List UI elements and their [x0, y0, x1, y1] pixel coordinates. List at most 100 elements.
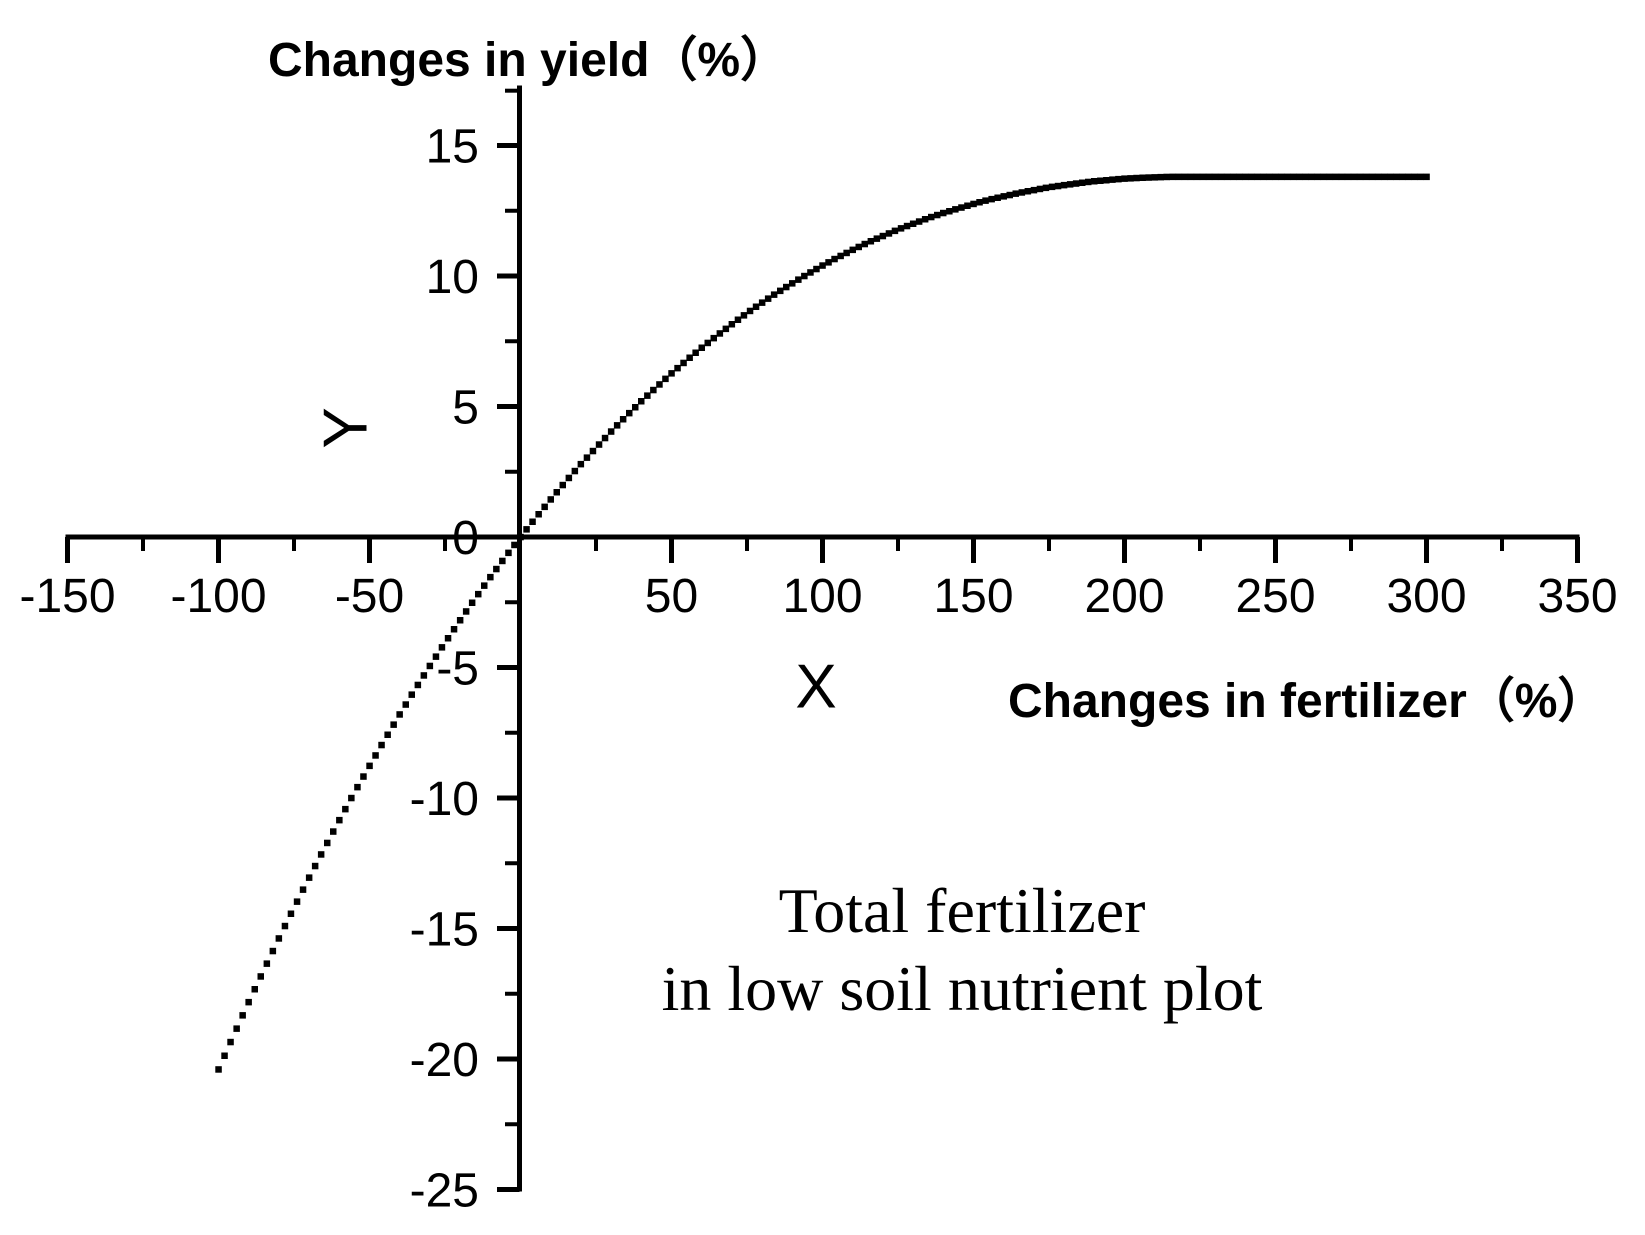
data-marker	[1217, 173, 1225, 181]
tick-marks	[65, 88, 1580, 1192]
data-marker	[348, 794, 355, 802]
y-axis-letter: Y	[311, 407, 381, 449]
data-marker	[1387, 173, 1394, 181]
data-marker	[1411, 173, 1418, 181]
data-marker	[293, 898, 301, 905]
data-marker	[1230, 173, 1237, 181]
data-marker	[499, 557, 506, 565]
data-marker	[257, 973, 264, 980]
data-marker	[1296, 173, 1303, 181]
data-marker	[468, 599, 476, 606]
data-marker	[801, 272, 808, 280]
data-marker	[1157, 173, 1164, 181]
data-marker	[1030, 186, 1038, 194]
data-marker	[372, 752, 379, 759]
data-marker	[1308, 173, 1315, 181]
data-marker	[281, 922, 289, 930]
data-marker	[227, 1038, 234, 1046]
x-axis-title: Changes in fertilizer（%）	[1008, 675, 1606, 728]
data-marker	[837, 252, 844, 260]
data-marker	[764, 295, 772, 302]
data-marker	[734, 316, 742, 323]
data-marker	[921, 216, 929, 223]
data-marker	[698, 344, 705, 351]
data-marker	[831, 255, 838, 263]
data-marker	[239, 1012, 246, 1019]
data-marker	[891, 227, 899, 235]
data-marker	[1012, 190, 1019, 197]
data-marker	[505, 549, 512, 557]
data-marker	[1006, 191, 1013, 199]
data-marker	[783, 283, 790, 291]
x-axis-letter: X	[795, 652, 837, 722]
data-marker	[1115, 175, 1122, 183]
data-marker	[1326, 173, 1334, 181]
data-marker	[632, 404, 639, 411]
data-series-markers	[215, 173, 1430, 1073]
data-marker	[716, 330, 724, 337]
data-marker	[1242, 173, 1249, 181]
data-marker	[1374, 173, 1382, 181]
data-marker	[656, 381, 663, 388]
data-marker	[861, 240, 868, 248]
data-marker	[1368, 173, 1376, 181]
data-marker	[481, 582, 488, 589]
data-marker	[1254, 173, 1261, 181]
data-marker	[1169, 173, 1177, 181]
data-marker	[613, 422, 621, 429]
data-marker	[414, 681, 422, 689]
data-marker	[982, 197, 989, 204]
data-marker	[1272, 173, 1279, 181]
data-marker	[245, 998, 252, 1006]
data-marker	[487, 573, 494, 581]
data-marker	[595, 441, 603, 448]
data-marker	[855, 243, 862, 251]
data-marker	[1091, 178, 1098, 185]
data-marker	[1121, 175, 1128, 182]
data-marker	[867, 238, 875, 245]
data-marker	[958, 204, 965, 211]
x-tick-label: -150	[19, 570, 115, 623]
data-marker	[1060, 181, 1068, 189]
data-marker	[1139, 174, 1146, 181]
data-marker	[1417, 173, 1424, 181]
data-marker	[402, 701, 409, 708]
data-marker	[758, 299, 766, 306]
data-marker	[970, 200, 977, 208]
data-marker	[275, 935, 283, 942]
data-marker	[396, 711, 403, 718]
annotation: Total fertilizer in low soil nutrient pl…	[462, 872, 1462, 1028]
data-marker	[1302, 173, 1309, 181]
data-marker	[287, 910, 295, 917]
y-tick-label: -15	[410, 904, 479, 957]
data-marker	[444, 635, 452, 642]
data-marker	[263, 960, 271, 967]
data-marker	[1079, 179, 1086, 186]
data-marker	[1109, 176, 1116, 183]
x-tick-label: 350	[1537, 570, 1617, 623]
data-marker	[299, 886, 307, 893]
y-tick-label: 10	[426, 251, 479, 304]
data-marker	[1018, 189, 1026, 196]
data-marker	[934, 211, 941, 219]
data-marker	[456, 617, 464, 624]
data-marker	[1344, 173, 1352, 181]
data-marker	[426, 662, 434, 670]
data-marker	[529, 518, 536, 525]
x-tick-label: -100	[170, 570, 266, 623]
data-marker	[475, 590, 482, 598]
data-marker	[1381, 173, 1388, 181]
data-marker	[1000, 193, 1007, 200]
data-marker	[462, 608, 470, 615]
data-marker	[1399, 173, 1406, 181]
data-marker	[523, 526, 530, 533]
x-tick-label: 200	[1084, 570, 1164, 623]
data-marker	[1211, 173, 1219, 181]
data-marker	[1314, 173, 1321, 181]
data-marker	[940, 209, 947, 217]
data-marker	[305, 874, 313, 881]
data-marker	[1151, 174, 1158, 181]
data-marker	[1362, 173, 1370, 181]
data-marker	[1260, 173, 1267, 181]
